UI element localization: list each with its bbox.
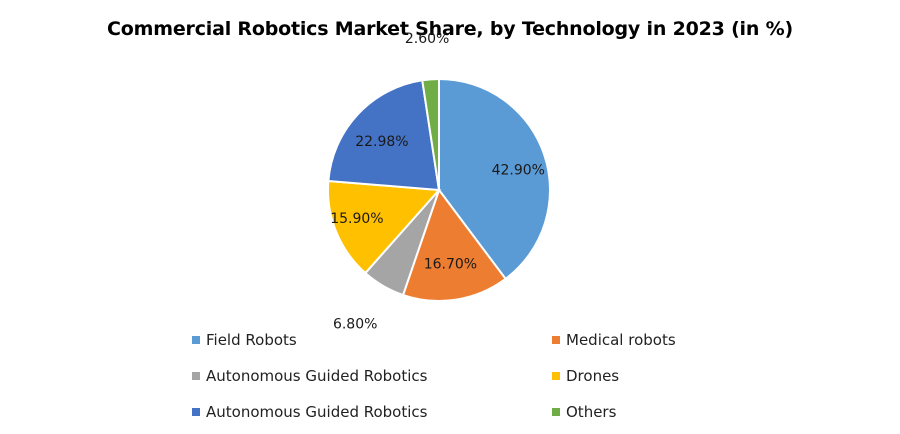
- legend-label: Field Robots: [206, 331, 297, 349]
- pie-slices: [326, 77, 551, 302]
- data-label-3: 6.80%: [333, 317, 377, 333]
- pie-slice-5: [327, 79, 441, 192]
- legend-label: Autonomous Guided Robotics: [206, 367, 428, 385]
- legend-item-5: Autonomous Guided Robotics: [192, 403, 427, 421]
- data-label-2: 16.70%: [424, 256, 477, 272]
- pie-slice-6: [421, 77, 440, 191]
- legend-swatch: [192, 372, 200, 380]
- legend-item-1: Field Robots: [192, 331, 297, 349]
- legend-swatch: [192, 336, 200, 344]
- data-label-6: 2.60%: [405, 31, 449, 47]
- legend-label: Others: [566, 403, 617, 421]
- chart-title: Commercial Robotics Market Share, by Tec…: [107, 18, 793, 40]
- legend-swatch: [552, 408, 560, 416]
- legend-label: Medical robots: [566, 331, 676, 349]
- legend-item-4: Drones: [552, 367, 619, 385]
- legend-item-6: Others: [552, 403, 616, 421]
- legend-swatch: [552, 372, 560, 380]
- pie-slice-4: [326, 179, 442, 275]
- data-label-5: 22.98%: [355, 134, 408, 150]
- data-label-1: 42.90%: [492, 162, 545, 178]
- pie-slice-1: [438, 77, 551, 281]
- legend-item-2: Medical robots: [552, 331, 676, 349]
- legend-item-3: Autonomous Guided Robotics: [192, 367, 427, 385]
- legend-label: Drones: [566, 367, 620, 385]
- pie-slice-2: [401, 187, 507, 302]
- legend-swatch: [552, 336, 560, 344]
- pie-labels: 42.90% 16.70% 6.80% 15.90% 22.98% 2.60%: [330, 31, 545, 333]
- data-label-4: 15.90%: [330, 211, 383, 227]
- legend-label: Autonomous Guided Robotics: [206, 403, 428, 421]
- legend-swatch: [192, 408, 200, 416]
